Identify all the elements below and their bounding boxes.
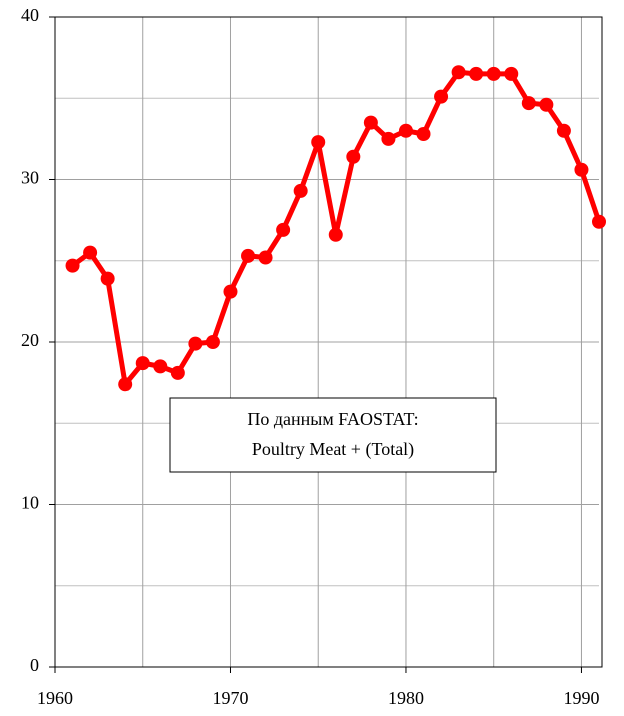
marker xyxy=(592,214,606,229)
x-tick-label: 1960 xyxy=(37,688,73,708)
marker xyxy=(118,377,133,392)
marker xyxy=(504,66,519,81)
plot-frame xyxy=(54,16,603,668)
marker xyxy=(135,356,150,371)
marker xyxy=(188,336,203,351)
marker xyxy=(170,365,185,380)
marker xyxy=(83,245,98,260)
marker xyxy=(574,162,589,177)
marker xyxy=(276,222,291,237)
y-tick-label: 10 xyxy=(21,493,39,513)
marker xyxy=(311,135,326,150)
marker xyxy=(153,359,168,374)
marker xyxy=(346,149,361,164)
marker xyxy=(205,335,220,349)
marker xyxy=(223,284,238,299)
y-tick-label: 30 xyxy=(21,168,39,188)
marker xyxy=(328,227,343,242)
marker xyxy=(241,248,256,263)
marker xyxy=(416,127,431,141)
marker xyxy=(100,271,115,286)
marker xyxy=(398,123,413,138)
marker xyxy=(469,66,484,81)
annotation: Poultry Meat + (Total) xyxy=(252,439,414,460)
marker xyxy=(293,183,308,198)
marker xyxy=(486,66,501,81)
marker xyxy=(65,258,80,273)
y-tick-label: 40 xyxy=(21,5,39,25)
marker xyxy=(363,115,378,130)
marker xyxy=(521,96,536,111)
marker xyxy=(381,131,396,146)
y-tick-label: 20 xyxy=(21,330,39,350)
x-tick-label: 1990 xyxy=(563,688,599,708)
marker xyxy=(258,250,273,265)
marker xyxy=(539,97,554,112)
marker xyxy=(451,65,466,80)
marker xyxy=(556,123,571,138)
x-tick-label: 1970 xyxy=(212,688,248,708)
marker xyxy=(434,89,449,104)
y-tick-label: 0 xyxy=(30,655,39,675)
annotation-box xyxy=(169,397,497,473)
annotation: По данным FAOSTAT: xyxy=(247,409,418,429)
x-tick-label: 1980 xyxy=(388,688,424,708)
